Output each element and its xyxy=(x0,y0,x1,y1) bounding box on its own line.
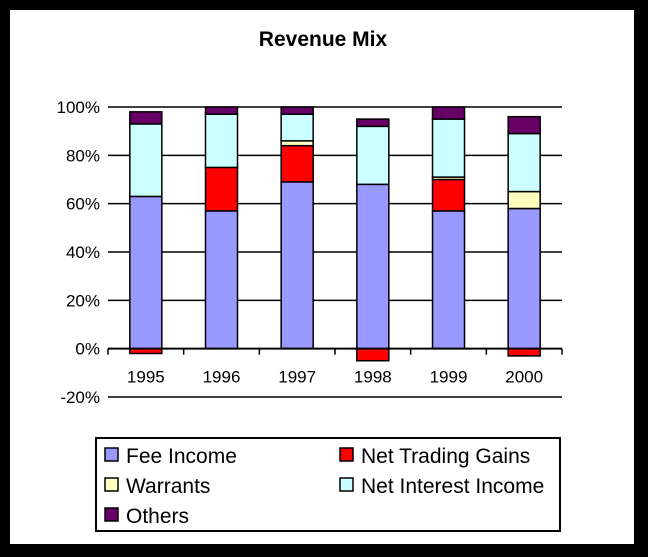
legend-label: Net Trading Gains xyxy=(361,445,530,468)
bar-segment xyxy=(204,106,239,115)
legend-label: Net Interest Income xyxy=(361,475,544,498)
bar-segment xyxy=(204,113,239,169)
bar-segment xyxy=(356,347,390,362)
legend-swatch xyxy=(104,507,119,522)
bar-segment xyxy=(129,111,163,125)
x-tick-label: 1996 xyxy=(203,368,241,387)
bar-segment xyxy=(129,195,163,350)
bar-segment xyxy=(431,118,466,178)
legend-swatch xyxy=(339,477,354,492)
legend-label: Warrants xyxy=(126,475,210,498)
bar-segment xyxy=(280,106,314,115)
bar-segment xyxy=(431,178,466,212)
bar-segment xyxy=(280,113,314,142)
y-axis-ticks: -20% 0% 20% 40% 60% 80% 100% xyxy=(57,98,100,407)
legend-label: Fee Income xyxy=(126,445,237,468)
legend-swatch xyxy=(104,477,119,492)
bar-segment xyxy=(280,181,314,350)
y-tick-label: 100% xyxy=(57,98,100,117)
bar-segment xyxy=(507,132,541,193)
bar-segment xyxy=(356,125,390,186)
bar-segment xyxy=(507,347,541,357)
x-tick-label: 1995 xyxy=(127,368,165,387)
legend-swatch xyxy=(104,447,119,462)
bar-segment xyxy=(507,115,541,135)
bar-segment xyxy=(507,207,541,350)
x-tick-label: 1997 xyxy=(278,368,316,387)
x-axis-ticks: 1995 1996 1997 1998 1999 2000 xyxy=(107,347,563,387)
x-tick-label: 2000 xyxy=(505,368,543,387)
bars xyxy=(129,106,541,362)
legend-box xyxy=(95,437,561,532)
bar-segment xyxy=(356,118,390,128)
y-tick-label: 20% xyxy=(66,291,100,310)
bar-segment xyxy=(129,123,163,198)
bar-segment xyxy=(280,144,314,183)
y-tick-label: 80% xyxy=(66,146,100,165)
bar-segment xyxy=(507,190,541,210)
legend-swatch xyxy=(339,447,354,462)
legend-label: Others xyxy=(126,505,189,528)
x-tick-label: 1999 xyxy=(430,368,468,387)
bar-segment xyxy=(204,166,239,212)
chart-title: Revenue Mix xyxy=(259,28,388,51)
bar-segment xyxy=(356,183,390,350)
grid-lines xyxy=(108,106,562,398)
x-tick-label: 1998 xyxy=(354,368,392,387)
legend: Fee Income Net Trading Gains Warrants Net I… xyxy=(95,437,561,532)
y-tick-label: 0% xyxy=(75,340,100,359)
y-tick-label: 40% xyxy=(66,243,100,262)
y-tick-label: 60% xyxy=(66,195,100,214)
bar-segment xyxy=(431,210,466,350)
bar-segment xyxy=(431,106,466,120)
bar-segment xyxy=(204,210,239,350)
y-tick-label: -20% xyxy=(60,388,100,407)
